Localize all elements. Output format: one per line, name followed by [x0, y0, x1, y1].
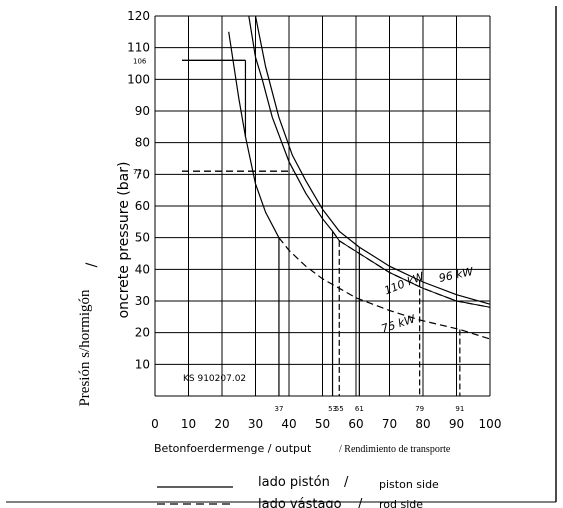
series-96-kw-solid: [254, 15, 491, 305]
grid: [154, 15, 491, 397]
x-tick-20: 20: [214, 417, 229, 431]
ylabel-bottom: Presión s/hormigón: [77, 289, 93, 407]
y-tick-90: 90: [135, 104, 150, 118]
legend: lado pistón / piston side lado vástago /…: [157, 475, 439, 508]
xlabel: Betonfoerdermenge / output: [154, 442, 312, 455]
ylabel-top: oncrete pressure (bar): [116, 162, 132, 319]
y-marker-label-106: 106: [133, 57, 147, 65]
x-tick-30: 30: [248, 417, 263, 431]
legend-rod-es: lado vástago: [258, 497, 342, 508]
ylabel-separator-text: /: [84, 262, 100, 267]
legend-rod-sep: /: [358, 497, 363, 508]
y-tick-30: 30: [135, 294, 150, 308]
series-lines: [228, 15, 491, 340]
series-label-75-kw: 75 kW: [380, 312, 418, 335]
y-tick-80: 80: [135, 136, 150, 150]
x-marker-label-79: 79: [415, 405, 424, 413]
x-marker-label-91: 91: [455, 405, 464, 413]
ylabel-top-text: oncrete pressure (bar): [116, 162, 132, 319]
x-tick-10: 10: [181, 417, 196, 431]
series-75-kw-dashed: [278, 237, 491, 340]
y-tick-20: 20: [135, 326, 150, 340]
x-marker-label-53: 53: [328, 405, 337, 413]
code-label: KS 910207.02: [183, 374, 246, 384]
y-tick-110: 110: [127, 41, 150, 55]
series-110-kw-piston-continuation: [332, 231, 491, 308]
x-tick-80: 80: [415, 417, 430, 431]
y-tick-50: 50: [135, 231, 150, 245]
x-tick-90: 90: [449, 417, 464, 431]
tick-labels: 0 10 20 30 40 50 60 70 80 90 100 10 20 30 40 50 60 70 80 90…: [127, 9, 501, 431]
legend-piston-es: lado pistón: [258, 475, 330, 490]
ylabel-bottom-text: Presión s/hormigón: [77, 289, 93, 407]
y-tick-100: 100: [127, 72, 150, 86]
x-tick-60: 60: [348, 417, 363, 431]
x-marker-label-55: 55: [335, 405, 344, 413]
x-marker-label-61: 61: [355, 405, 364, 413]
y-tick-120: 120: [127, 9, 150, 23]
y-tick-60: 60: [135, 199, 150, 213]
x-tick-50: 50: [315, 417, 330, 431]
x-tick-70: 70: [382, 417, 397, 431]
x-tick-40: 40: [281, 417, 296, 431]
xlabel-es: / Rendimiento de transporte: [339, 444, 451, 455]
x-tick-100: 100: [479, 417, 502, 431]
ylabel-separator: /: [84, 262, 100, 267]
x-marker-label-37: 37: [274, 405, 283, 413]
series-110-kw-solid: [248, 15, 334, 232]
y-tick-40: 40: [135, 262, 150, 276]
y-marker-label-71: 71: [133, 168, 142, 176]
legend-piston-en: piston side: [379, 478, 439, 491]
y-tick-70: 70: [135, 167, 150, 181]
y-tick-10: 10: [135, 357, 150, 371]
legend-piston-sep: /: [344, 475, 349, 490]
series-75-kw-solid: [228, 31, 280, 238]
x-tick-0: 0: [151, 417, 159, 431]
legend-rod-en: rod side: [379, 498, 423, 508]
